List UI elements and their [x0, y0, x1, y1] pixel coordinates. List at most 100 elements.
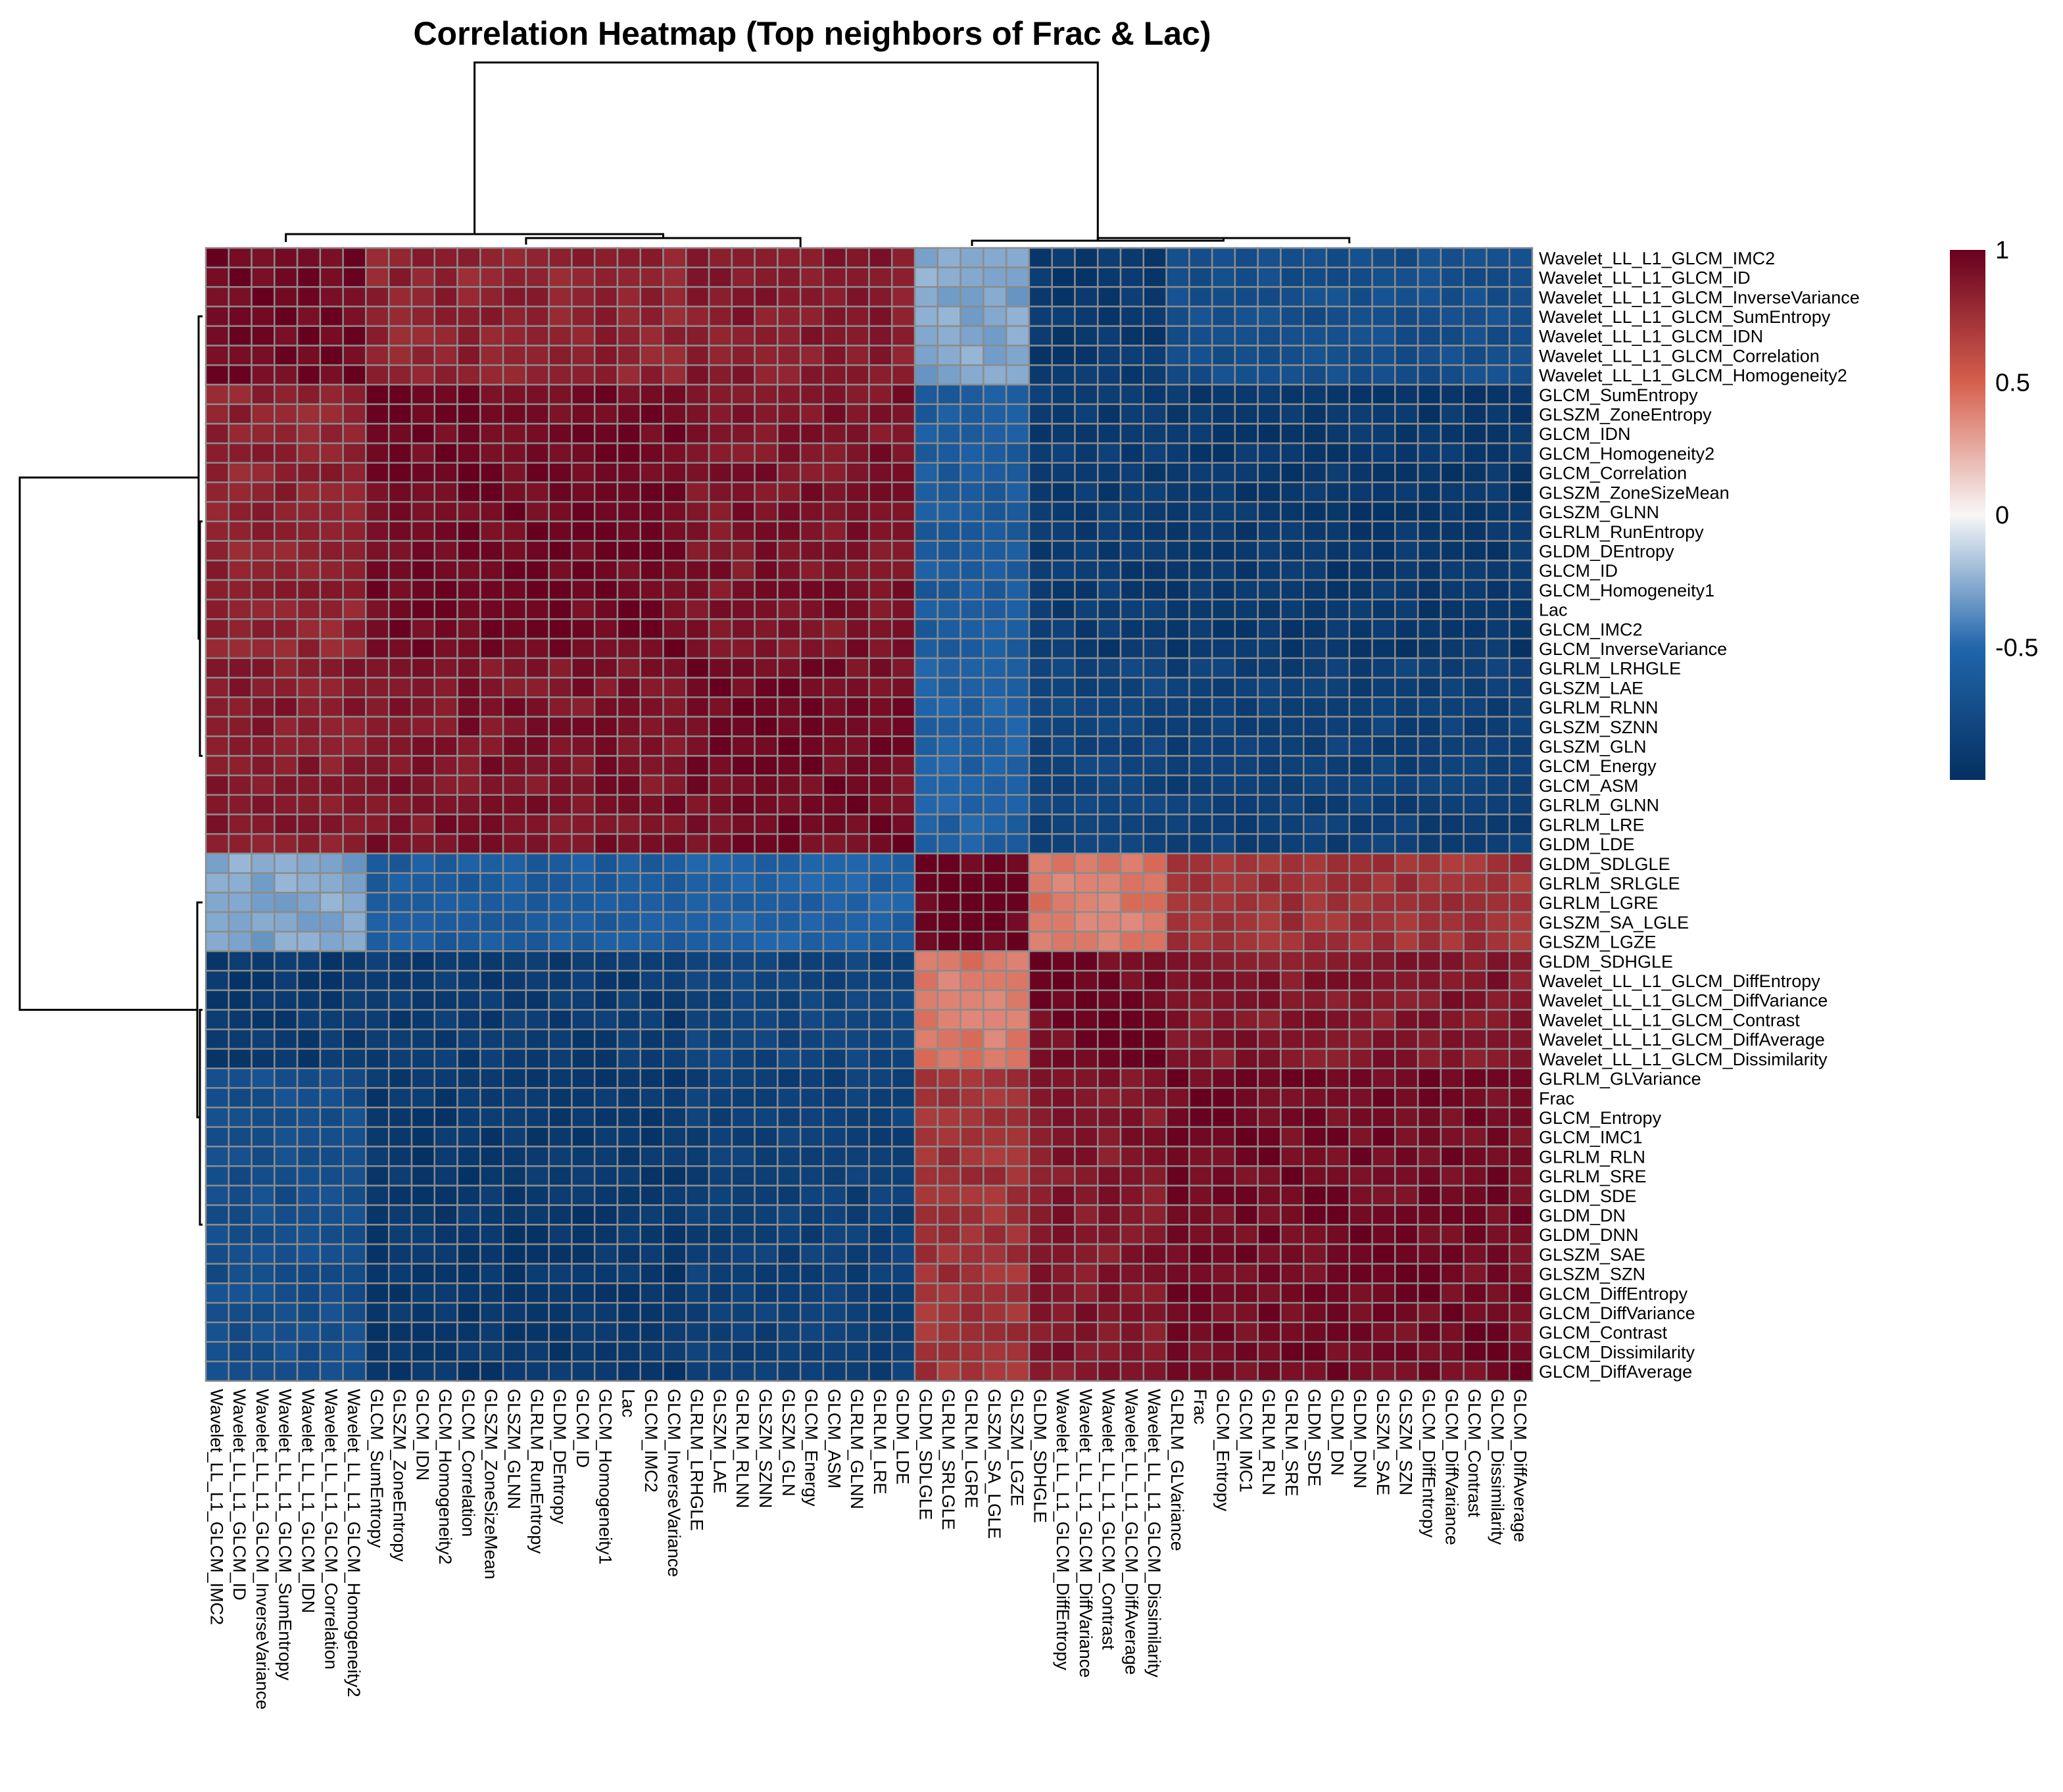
- heatmap-cell: [410, 579, 436, 600]
- heatmap-cell: [777, 1263, 802, 1284]
- heatmap-cell: [274, 872, 299, 894]
- heatmap-cell: [662, 442, 687, 464]
- heatmap-cell: [685, 735, 710, 757]
- heatmap-cell: [1417, 1087, 1442, 1109]
- heatmap-cell: [1486, 618, 1511, 640]
- heatmap-cell: [662, 1106, 687, 1128]
- heatmap-cell: [479, 931, 504, 952]
- heatmap-cell: [1165, 1341, 1190, 1363]
- heatmap-cell: [1097, 969, 1122, 992]
- heatmap-cell: [845, 833, 870, 855]
- heatmap-cell: [1005, 345, 1031, 366]
- heatmap-cell: [433, 657, 458, 679]
- heatmap-cell: [639, 755, 664, 777]
- heatmap-cell: [1348, 755, 1373, 777]
- heatmap-cell: [959, 598, 984, 620]
- heatmap-cell: [1371, 794, 1396, 815]
- heatmap-cell: [1440, 1029, 1465, 1050]
- heatmap-cell: [319, 1106, 344, 1128]
- heatmap-cell: [1348, 1184, 1373, 1206]
- heatmap-cell: [662, 872, 687, 894]
- heatmap-cell: [410, 1224, 436, 1246]
- heatmap-cell: [1508, 247, 1534, 268]
- heatmap-cell: [754, 266, 779, 288]
- heatmap-cell: [1486, 383, 1511, 405]
- heatmap-cell: [1508, 852, 1534, 874]
- heatmap-cell: [983, 598, 1007, 620]
- heatmap-cell: [822, 305, 847, 327]
- heatmap-cell: [891, 520, 916, 542]
- heatmap-cell: [1417, 1048, 1442, 1069]
- heatmap-cell: [1142, 598, 1167, 620]
- heatmap-cell: [777, 774, 802, 796]
- heatmap-cell: [205, 598, 230, 620]
- heatmap-cell: [1486, 481, 1511, 503]
- heatmap-cell: [685, 637, 710, 660]
- heatmap-cell: [1394, 1224, 1419, 1246]
- heatmap-cell: [1394, 969, 1419, 992]
- heatmap-cell: [410, 735, 436, 757]
- heatmap-cell: [205, 833, 230, 855]
- heatmap-cell: [1074, 325, 1099, 347]
- heatmap-cell: [433, 1029, 458, 1050]
- heatmap-cell: [1119, 598, 1145, 620]
- heatmap-cell: [251, 579, 276, 600]
- heatmap-cell: [228, 852, 253, 874]
- heatmap-cell: [983, 833, 1007, 855]
- heatmap-cell: [502, 892, 527, 913]
- heatmap-cell: [1234, 794, 1259, 815]
- heatmap-cell: [708, 1341, 733, 1363]
- heatmap-cell: [1028, 618, 1053, 640]
- heatmap-cell: [228, 1009, 253, 1030]
- heatmap-cell: [662, 266, 687, 288]
- heatmap-cell: [1257, 696, 1282, 718]
- heatmap-cell: [593, 1301, 619, 1324]
- heatmap-cell: [891, 1048, 916, 1069]
- heatmap-cell: [319, 1263, 344, 1284]
- heatmap-cell: [959, 345, 984, 366]
- heatmap-cell: [456, 989, 481, 1011]
- heatmap-cell: [410, 462, 436, 483]
- heatmap-cell: [251, 1126, 276, 1148]
- heatmap-cell: [754, 364, 779, 386]
- heatmap-cell: [1257, 423, 1282, 445]
- heatmap-cell: [1394, 1321, 1419, 1343]
- heatmap-cell: [251, 989, 276, 1011]
- heatmap-cell: [456, 540, 481, 562]
- heatmap-cell: [387, 735, 413, 757]
- heatmap-cell: [1211, 696, 1236, 718]
- heatmap-cell: [616, 1263, 641, 1284]
- heatmap-cell: [365, 735, 390, 757]
- heatmap-cell: [822, 657, 847, 679]
- heatmap-cell: [502, 755, 527, 777]
- heatmap-cell: [1119, 579, 1145, 600]
- heatmap-cell: [868, 657, 893, 679]
- heatmap-cell: [1280, 813, 1305, 835]
- heatmap-cell: [1028, 247, 1053, 268]
- heatmap-cell: [708, 1243, 733, 1265]
- heatmap-cell: [1257, 637, 1282, 660]
- heatmap-cell: [1371, 892, 1396, 913]
- heatmap-cell: [913, 579, 939, 600]
- heatmap-cell: [1097, 481, 1122, 503]
- heatmap-cell: [1051, 1204, 1076, 1226]
- heatmap-cell: [708, 345, 733, 366]
- heatmap-cell: [1325, 540, 1351, 562]
- heatmap-cell: [868, 520, 893, 542]
- heatmap-cell: [433, 462, 458, 483]
- heatmap-cell: [296, 247, 322, 268]
- heatmap-cell: [685, 286, 710, 308]
- heatmap-cell: [593, 774, 619, 796]
- heatmap-cell: [1371, 1048, 1396, 1069]
- heatmap-cell: [1302, 794, 1328, 815]
- heatmap-cell: [754, 442, 779, 464]
- heatmap-cell: [274, 1106, 299, 1128]
- heatmap-cell: [1005, 247, 1031, 268]
- heatmap-cell: [319, 833, 344, 855]
- heatmap-cell: [936, 1165, 961, 1187]
- heatmap-cell: [593, 1263, 619, 1284]
- heatmap-cell: [1371, 872, 1396, 894]
- heatmap-cell: [799, 560, 825, 581]
- heatmap-cell: [845, 1029, 870, 1050]
- heatmap-cell: [754, 598, 779, 620]
